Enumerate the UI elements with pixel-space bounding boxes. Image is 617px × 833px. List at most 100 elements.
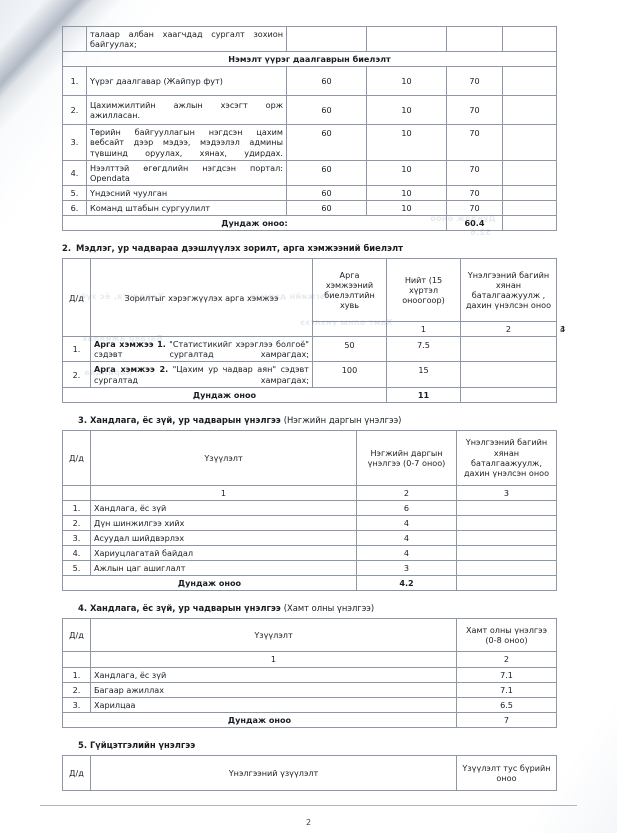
average-value: 7: [456, 711, 557, 728]
table-header-row: Д/д Үзүүлэлт Нэгжийн даргын үнэлгээ (0-7…: [62, 429, 557, 486]
row-c4: [446, 25, 503, 53]
row-index: 3.: [62, 696, 91, 713]
table-additional-duties: талаар албан хаагчдад сургалт зохион бай…: [62, 25, 557, 232]
section-3-title-note: (Нэгжийн даргын үнэлгээ): [283, 414, 402, 425]
table-row: 5. Үндэсний чуулган 60 10 70: [62, 184, 557, 201]
row-c2: 4: [356, 545, 457, 562]
header-col1: Үзүүлэлт: [90, 429, 357, 486]
table-row: 2. Дүн шинжилгээ хийх 4: [62, 514, 557, 532]
banner-label: Нэмэлт үүрэг даалгаврын биелэлт: [62, 51, 557, 68]
row-c2: 7.1: [456, 681, 557, 698]
section-5-index: 5.: [78, 739, 88, 750]
row-index: 1.: [62, 666, 91, 683]
row-text: Дүн шинжилгээ хийх: [90, 514, 357, 532]
section-2-title: 2. Мэдлэг, ур чадвараа дээшлүүлэх зорилт,…: [62, 243, 556, 254]
row-c4: 70: [446, 95, 503, 126]
section-4-title: 4. Хандлага, ёс зүй, ур чадварын үнэлгээ…: [62, 603, 556, 614]
numbering-1: 1: [386, 321, 461, 338]
row-c3: [456, 545, 557, 562]
row-c3: [456, 499, 557, 516]
row-c5: [502, 25, 557, 53]
row-text: талаар албан хаагчдад сургалт зохион бай…: [86, 25, 287, 53]
average-value: 11: [386, 386, 461, 403]
row-index: 3.: [62, 124, 87, 161]
row-c3: 10: [366, 124, 447, 161]
table-row: 1. Үүрэг даалгавар (Жайпур фут) 60 10 70: [62, 66, 557, 97]
row-c2: 3: [356, 560, 457, 577]
table-row: талаар албан хаагчдад сургалт зохион бай…: [62, 25, 557, 53]
table-attitude-peers: Д/д Үзүүлэлт Хамт олны үнэлгээ (0-8 оноо…: [62, 618, 557, 728]
row-c4: 70: [446, 124, 503, 161]
numbering-2: 2: [356, 484, 457, 501]
table-row: 1. Арга хэмжээ 1. "Статистикийг хэрэглээ…: [62, 336, 557, 363]
header-col2: Нэгжийн даргын үнэлгээ (0-7 оноо): [356, 429, 457, 486]
table-average-row: Дундаж оноо 7: [62, 711, 557, 728]
section-5-title-text: Гүйцэтгэлийн үнэлгээ: [89, 739, 196, 750]
row-c2: 60: [286, 184, 367, 201]
table-row: 2. Арга хэмжээ 2. "Цахим ур чадвар аян" …: [62, 361, 557, 388]
footer-rule: [40, 805, 577, 806]
table-row: 6. Команд штабын сургуулилт 60 10 70: [62, 199, 557, 217]
section-3-title-text: Хандлага, ёс зүй, ур чадварын үнэлгээ: [89, 414, 281, 425]
header-col4: Үнэлгээний багийн хянан баталгаажуулж , …: [460, 258, 557, 323]
table-row: 4. Хариуцлагатай байдал 4: [62, 545, 557, 562]
row-text: Хариуцлагатай байдал: [90, 545, 357, 562]
table-average-row: Дундаж оноо 11: [62, 386, 557, 403]
table-row: 3. Харилцаа 6.5: [62, 696, 557, 713]
header-col3: Үнэлгээний багийн хянан баталгаажуулж, д…: [456, 429, 557, 486]
header-dd: Д/д: [62, 618, 91, 653]
table-row: 3. Асуудал шийдвэрлэх 4: [62, 530, 557, 547]
row-c2: 50: [312, 336, 387, 363]
row-c2: 60: [286, 199, 367, 217]
header-dd: Д/д: [62, 429, 91, 486]
row-c3: [456, 514, 557, 532]
row-text: Хандлага, ёс зүй: [90, 666, 457, 683]
row-c4: 70: [446, 199, 503, 217]
row-c3: 7.5: [386, 336, 461, 363]
row-c2: 4: [356, 514, 457, 532]
header-dd: Д/д: [62, 754, 91, 791]
row-c3: 10: [366, 66, 447, 97]
row-index: 3.: [62, 530, 91, 547]
row-c3: [366, 25, 447, 53]
table-header-row: Д/д Зорилтыг хэрэгжүүлэх арга хэмжээ Арг…: [62, 258, 557, 338]
average-label: Дундаж оноо: [62, 386, 387, 403]
row-c2: 7.1: [456, 666, 557, 683]
average-label: Дундаж оноо: [62, 711, 457, 728]
row-c5: [502, 199, 557, 217]
header-col2: Үзүүлэлт тус бүрийн оноо: [456, 754, 557, 791]
table-row: 3. Төрийн байгууллагын нэгдсэн цахим веб…: [62, 124, 557, 161]
row-index: 1.: [62, 66, 87, 97]
numbering-2: 2: [460, 321, 557, 338]
average-trailing: [460, 386, 557, 403]
row-c4: 70: [446, 184, 503, 201]
section-5-title: 5. Гүйцэтгэлийн үнэлгээ: [62, 740, 556, 751]
row-c3: 10: [366, 95, 447, 126]
row-c4: [460, 361, 557, 388]
numbering-dd: [62, 484, 91, 501]
row-c3: [456, 530, 557, 547]
header-col3: Нийт (15 хүртэл оноогоор): [386, 258, 461, 323]
section-3-title: 3. Хандлага, ёс зүй, ур чадварын үнэлгээ…: [62, 415, 556, 426]
table-row: 2. Багаар ажиллах 7.1: [62, 681, 557, 698]
row-c2: 6: [356, 499, 457, 516]
section-4-index: 4.: [78, 603, 88, 614]
row-c2: 60: [286, 124, 367, 161]
row-index: 1.: [62, 336, 91, 363]
table-header-row: Д/д Үзүүлэлт Хамт олны үнэлгээ (0-8 оноо…: [62, 618, 557, 653]
row-c4: [460, 336, 557, 363]
row-index: 5.: [62, 560, 91, 577]
page-number: 2: [305, 818, 312, 827]
row-c2: 4: [356, 530, 457, 547]
average-value: 4.2: [356, 575, 457, 592]
table-row: 5. Ажлын цаг ашиглалт 3: [62, 560, 557, 577]
row-c3: 10: [366, 159, 447, 186]
row-bold-prefix: Арга хэмжээ 1.: [94, 339, 166, 350]
table-performance-evaluation: Д/д Үнэлгээний үзүүлэлт Үзүүлэлт тус бүр…: [62, 754, 557, 791]
table-row: 1. Хандлага, ёс зүй 6: [62, 499, 557, 516]
row-index: 2.: [62, 681, 91, 698]
table-attitude-manager: Д/д Үзүүлэлт Нэгжийн даргын үнэлгээ (0-7…: [62, 429, 557, 592]
row-text: Хандлага, ёс зүй: [90, 499, 357, 516]
row-c5: [502, 184, 557, 201]
numbering-1: 1: [90, 484, 357, 501]
